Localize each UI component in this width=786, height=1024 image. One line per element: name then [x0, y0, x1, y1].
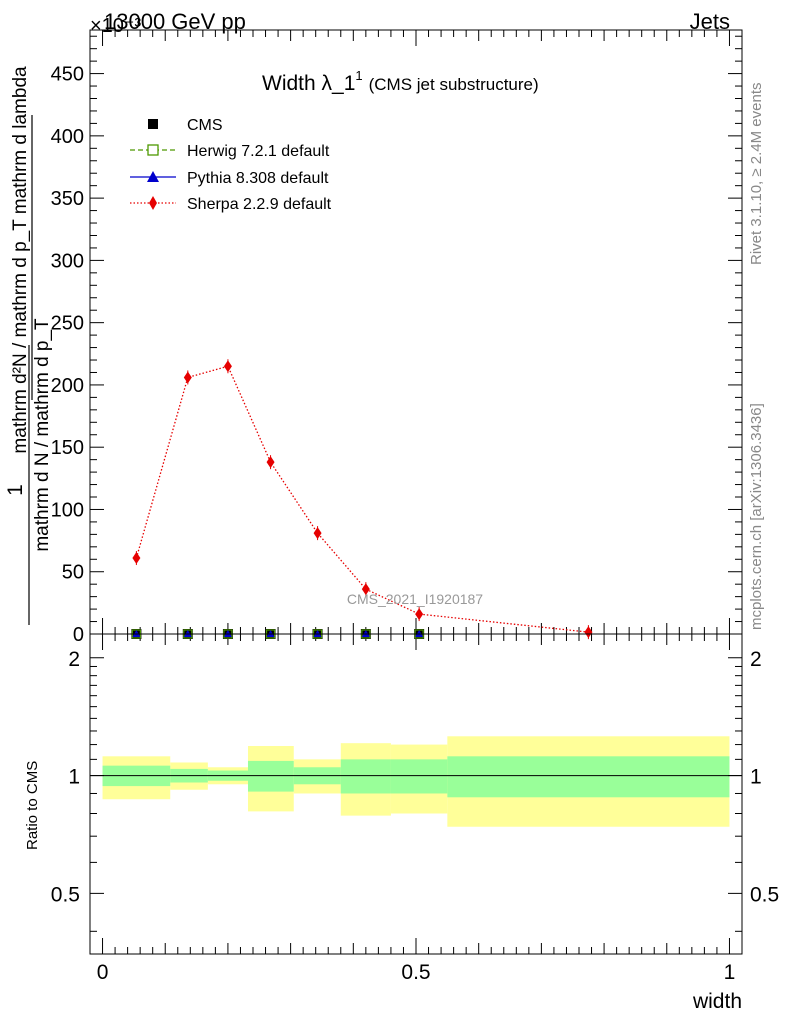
ratio-band-inner — [247, 760, 294, 792]
sherpa-point — [223, 360, 232, 373]
ratio-band-inner — [447, 756, 730, 798]
ratio-ytick-label: 2 — [68, 648, 80, 671]
legend-cms-label: CMS — [187, 117, 223, 134]
ratio-axis-ticks: 0.5 0.5 1 1 2 2 0 0.5 1 — [51, 648, 779, 984]
ratio-plot-frame — [89, 633, 743, 955]
ratio-ytick-label: 0.5 — [51, 883, 80, 906]
x-tick-label: 1 — [724, 961, 736, 984]
sherpa-point — [584, 626, 593, 639]
ratio-ytick-label-right: 1 — [750, 766, 762, 789]
main-ytick-label: 200 — [51, 375, 84, 397]
sherpa-point — [415, 608, 424, 621]
ratio-ylabel: Ratio to CMS — [24, 761, 41, 850]
ratio-panel: 0.5 0.5 1 1 2 2 0 0.5 1 Ratio to CMS width — [24, 633, 779, 1013]
sherpa-point — [313, 527, 322, 540]
ratio-bands — [102, 736, 730, 827]
watermark: CMS_2021_I1920187 — [347, 591, 483, 607]
main-ytick-label: 150 — [51, 437, 84, 459]
legend-pythia-marker — [147, 171, 159, 182]
x-tick-label: 0 — [97, 961, 109, 984]
ratio-ytick-label-right: 0.5 — [750, 883, 779, 906]
main-panel: 0 50 100 150 200 250 300 350 400 450 CMS_2021_I19… — [4, 29, 743, 954]
plot-title-main: Width λ_1 — [262, 72, 355, 95]
sherpa-point — [361, 583, 370, 596]
ratio-ytick-label-right: 2 — [750, 648, 762, 671]
main-ytick-label: 400 — [51, 126, 84, 148]
ratio-band-inner — [390, 759, 448, 794]
legend-sherpa-marker — [149, 196, 157, 210]
legend-sherpa-label: Sherpa 2.2.9 default — [187, 196, 332, 213]
main-ytick-label: 100 — [51, 499, 84, 521]
sherpa-point — [266, 456, 275, 469]
sherpa-point — [132, 552, 141, 565]
ratio-ytick-label: 1 — [68, 766, 80, 789]
sherpa-point — [183, 371, 192, 384]
main-ylabel: mathrm d²N / mathrm d p_T mathrm d lambd… — [4, 66, 53, 625]
x-axis-label: width — [692, 990, 742, 1013]
mcplots-label: mcplots.cern.ch [arXiv:1306.3436] — [748, 403, 765, 630]
ylabel-top-fraction: mathrm d²N / mathrm d p_T mathrm d lambd… — [10, 66, 31, 454]
legend-pythia-label: Pythia 8.308 default — [187, 170, 329, 187]
main-ytick-label: 350 — [51, 188, 84, 210]
plot-subtitle: (CMS jet substructure) — [369, 75, 539, 94]
rivet-label: Rivet 3.1.10, ≥ 2.4M events — [748, 83, 765, 266]
main-ytick-label: 300 — [51, 250, 84, 272]
main-ytick-label: 0 — [73, 624, 84, 646]
main-ytick-label: 250 — [51, 313, 84, 335]
plot-title-sup: 1 — [355, 68, 362, 83]
ylabel-numerator: 1 — [4, 484, 27, 496]
main-ytick-label: 450 — [51, 64, 84, 86]
legend: CMS Herwig 7.2.1 default Pythia 8.308 de… — [130, 117, 332, 213]
x-tick-label: 0.5 — [401, 961, 430, 984]
legend-cms-marker — [148, 119, 158, 129]
plot-title: Width λ_11 (CMS jet substructure) — [262, 68, 539, 95]
main-ytick-label: 50 — [62, 562, 84, 584]
ratio-band-inner — [340, 759, 391, 794]
legend-herwig-label: Herwig 7.2.1 default — [187, 143, 330, 160]
ylabel-denominator: mathrm d N / mathrm d p_T — [32, 318, 53, 552]
legend-herwig-marker — [147, 144, 159, 156]
